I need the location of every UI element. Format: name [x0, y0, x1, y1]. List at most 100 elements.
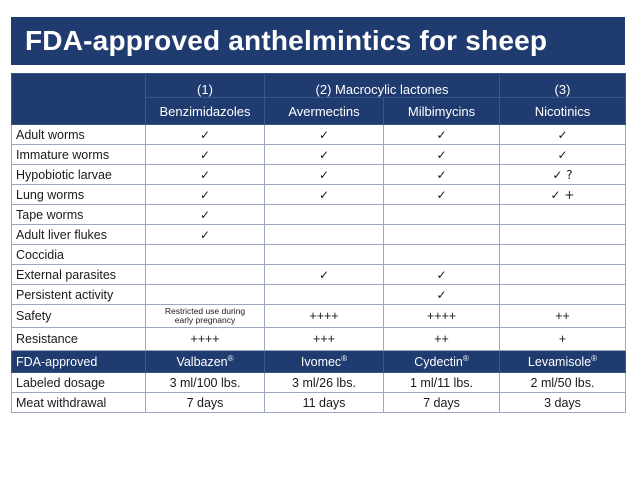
dosage-row: Labeled dosage 3 ml/100 lbs. 3 ml/26 lbs… [11, 372, 626, 393]
safety-row: Safety Restricted use during early pregn… [11, 304, 626, 328]
table-row: Tape worms ✓ [11, 204, 626, 225]
registered-mark: ® [462, 353, 469, 363]
table-cell: ✓ [264, 124, 384, 145]
table-cell [145, 284, 265, 305]
table-cell: ✓ [383, 144, 500, 165]
table-cell: ++++ [383, 304, 500, 328]
table-cell: 7 days [145, 392, 265, 413]
table-cell: ✓ [264, 144, 384, 165]
safety-benz-note: Restricted use during early pregnancy [145, 304, 265, 328]
page-title: FDA-approved anthelmintics for sheep [25, 25, 548, 56]
table-row: Hypobiotic larvae ✓ ✓ ✓ ✓ ? [11, 164, 626, 185]
table-cell: ✓ [145, 144, 265, 165]
table-cell: 7 days [383, 392, 500, 413]
table-cell [383, 244, 500, 265]
row-label: Persistent activity [11, 284, 146, 305]
header-milbimycins: Milbimycins [383, 97, 500, 125]
row-label: Resistance [11, 327, 146, 351]
row-label: FDA-approved [11, 350, 146, 373]
table-cell: +++ [264, 327, 384, 351]
table-cell: ✓ [145, 204, 265, 225]
row-label: Tape worms [11, 204, 146, 225]
table-cell [145, 264, 265, 285]
table-cell [499, 264, 626, 285]
header-empty-cell [11, 73, 146, 125]
table-cell: + [499, 327, 626, 351]
table-cell [499, 224, 626, 245]
table-cell: 3 days [499, 392, 626, 413]
table-cell: ++++ [145, 327, 265, 351]
table-cell [383, 204, 500, 225]
table-row: Coccidia [11, 244, 626, 265]
table-cell: ✓ [383, 284, 500, 305]
title-bar: FDA-approved anthelmintics for sheep [11, 17, 625, 65]
table-cell [499, 204, 626, 225]
table-cell: 11 days [264, 392, 384, 413]
registered-mark: ® [591, 353, 598, 363]
table-cell: ++++ [264, 304, 384, 328]
registered-mark: ® [341, 353, 348, 363]
table-row: Adult worms ✓ ✓ ✓ ✓ [11, 124, 626, 145]
row-label: Safety [11, 304, 146, 328]
product-cell: Cydectin® [383, 350, 500, 373]
table-cell [499, 244, 626, 265]
header-row-2: Benzimidazoles Avermectins Milbimycins N… [12, 97, 626, 125]
table-cell: 3 ml/26 lbs. [264, 372, 384, 393]
table-cell: ✓ [145, 164, 265, 185]
table-cell: ✓ [145, 124, 265, 145]
table-cell: 3 ml/100 lbs. [145, 372, 265, 393]
resistance-row: Resistance ++++ +++ ++ + [11, 327, 626, 351]
header-benzimidazoles: Benzimidazoles [145, 97, 265, 125]
product-name: Ivomec [300, 355, 342, 370]
header-group2: (2) Macrocylic lactones [264, 73, 500, 98]
table-cell: ✓ [499, 124, 626, 145]
table-cell: ✓ [499, 144, 626, 165]
table-cell: ✓ + [499, 184, 626, 205]
header-nicotinics: Nicotinics [499, 97, 626, 125]
table-cell [499, 284, 626, 305]
table-cell: ✓ ? [499, 164, 626, 185]
table-cell: ++ [499, 304, 626, 328]
table-cell: ✓ [383, 264, 500, 285]
product-name: Levamisole [527, 355, 592, 370]
row-label: Adult worms [11, 124, 146, 145]
table-cell: ✓ [383, 124, 500, 145]
header-row-1: (1) (2) Macrocylic lactones (3) [11, 73, 626, 125]
header-group3-number: (3) [499, 73, 626, 98]
table-cell: ✓ [145, 184, 265, 205]
withdrawal-row: Meat withdrawal 7 days 11 days 7 days 3 … [11, 392, 626, 413]
table-cell: ✓ [264, 184, 384, 205]
table-cell [264, 244, 384, 265]
table-cell [264, 224, 384, 245]
product-cell: Levamisole® [499, 350, 626, 373]
row-label: Labeled dosage [11, 372, 146, 393]
safety-note-line-2: early pregnancy [174, 315, 236, 325]
fda-approved-row: FDA-approved Valbazen® Ivomec® Cydectin®… [11, 350, 626, 373]
product-cell: Valbazen® [145, 350, 265, 373]
table-cell: ✓ [383, 184, 500, 205]
table-cell: ✓ [383, 164, 500, 185]
header-group1-number: (1) [145, 73, 265, 98]
table-cell [383, 224, 500, 245]
table-cell: ++ [383, 327, 500, 351]
table-cell: 2 ml/50 lbs. [499, 372, 626, 393]
table-row: External parasites ✓ ✓ [11, 264, 626, 285]
table-cell: ✓ [145, 224, 265, 245]
table-cell [264, 204, 384, 225]
table-cell: ✓ [264, 264, 384, 285]
product-name: Cydectin [414, 355, 463, 370]
table-row: Lung worms ✓ ✓ ✓ ✓ + [11, 184, 626, 205]
table-row: Immature worms ✓ ✓ ✓ ✓ [11, 144, 626, 165]
row-label: Adult liver flukes [11, 224, 146, 245]
safety-note-line-1: Restricted use during [164, 306, 246, 316]
registered-mark: ® [227, 353, 234, 363]
row-label: Coccidia [11, 244, 146, 265]
anthelmintics-table: (1) (2) Macrocylic lactones (3) Benzimid… [11, 73, 626, 413]
product-cell: Ivomec® [264, 350, 384, 373]
row-label: Lung worms [11, 184, 146, 205]
table-row: Adult liver flukes ✓ [11, 224, 626, 245]
row-label: Meat withdrawal [11, 392, 146, 413]
product-name: Valbazen [176, 355, 228, 370]
row-label: External parasites [11, 264, 146, 285]
table-cell [264, 284, 384, 305]
